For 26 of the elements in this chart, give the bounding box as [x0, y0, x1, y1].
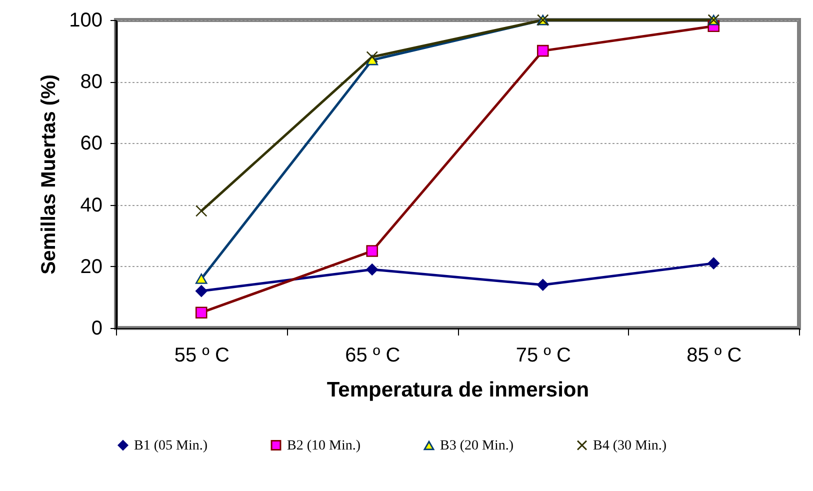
point — [536, 44, 549, 57]
point — [708, 257, 720, 270]
legend-label: B1 (05 Min.) — [134, 438, 208, 454]
legend-label: B3 (20 Min.) — [440, 438, 514, 454]
y-tick-label: 60 — [80, 132, 102, 155]
point — [366, 51, 378, 63]
x-tick-label: 85 º C — [686, 344, 742, 366]
point — [195, 274, 208, 284]
point — [195, 205, 208, 217]
legend-label: B4 (30 Min.) — [593, 438, 667, 454]
y-tick-label: 80 — [80, 71, 102, 94]
y-tick-label: 0 — [91, 318, 102, 340]
x-tick-label: 75 º C — [516, 344, 571, 366]
point — [195, 306, 208, 318]
point — [195, 285, 208, 297]
x-axis-title: Temperatura de inmersion — [326, 378, 590, 402]
y-tick-label: 100 — [69, 10, 102, 32]
legend-label: B2 (10 Min.) — [287, 438, 361, 454]
point — [366, 245, 378, 257]
y-tick-label: 20 — [80, 256, 102, 278]
x-tick-label: 65 º C — [345, 344, 400, 366]
point — [536, 278, 549, 291]
y-axis-title: Semillas Muertas (%) — [38, 74, 60, 275]
x-tick-label: 55 º C — [174, 344, 230, 366]
point — [366, 264, 378, 276]
y-tick-label: 40 — [80, 194, 102, 216]
